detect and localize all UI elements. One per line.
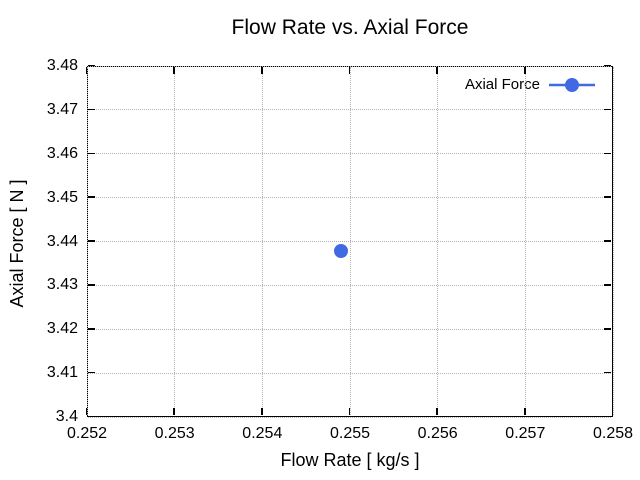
x-tick-mark-bottom [85, 408, 88, 415]
y-tick-mark-right [604, 371, 611, 374]
y-tick-mark-right [604, 240, 611, 242]
legend-marker-icon [549, 77, 595, 92]
x-tick-mark-bottom [261, 408, 263, 415]
plot-area: Axial Force [85, 64, 614, 418]
legend-label: Axial Force [464, 76, 540, 93]
chart-title: Flow Rate vs. Axial Force [231, 16, 469, 39]
x-gridline [612, 67, 614, 415]
x-tick-mark-top [85, 67, 88, 74]
y-gridline [88, 65, 611, 67]
y-tick-mark-left [88, 371, 95, 374]
x-tick-label: 0.254 [242, 425, 283, 442]
x-tick-label: 0.256 [417, 425, 458, 442]
y-tick-mark-left [88, 284, 95, 286]
x-tick-mark-top [611, 67, 614, 74]
x-tick-mark-bottom [173, 408, 175, 415]
y-gridline [88, 241, 611, 242]
x-tick-mark-top [261, 67, 263, 74]
y-tick-mark-right [604, 108, 611, 111]
y-tick-mark-left [88, 152, 95, 154]
y-tick-mark-left [88, 196, 95, 198]
y-tick-label: 3.42 [46, 320, 78, 338]
x-tick-mark-bottom [611, 408, 614, 415]
y-tick-mark-left [88, 108, 95, 111]
y-gridline [88, 197, 611, 199]
x-tick-mark-top [436, 67, 438, 74]
y-gridline [88, 372, 611, 374]
x-tick-mark-top [524, 67, 526, 74]
y-tick-label: 3.47 [46, 100, 78, 118]
y-tick-mark-left [88, 415, 95, 418]
x-tick-label: 0.252 [66, 425, 108, 442]
y-tick-label: 3.43 [46, 276, 78, 294]
x-tick-mark-bottom [436, 408, 438, 415]
y-gridline [88, 328, 611, 330]
y-tick-mark-left [88, 240, 95, 242]
y-gridline [88, 109, 611, 111]
y-gridline [88, 153, 611, 155]
x-tick-label: 0.257 [505, 425, 546, 442]
y-tick-mark-right [604, 284, 611, 286]
y-tick-mark-right [604, 328, 611, 330]
y-tick-label: 3.41 [46, 364, 78, 382]
y-tick-label: 3.4 [55, 408, 78, 425]
y-tick-label: 3.46 [46, 144, 78, 162]
legend: Axial Force [465, 76, 595, 93]
x-tick-label: 0.253 [154, 425, 195, 442]
x-gridline [86, 67, 88, 415]
data-point [333, 243, 348, 258]
x-tick-label: 0.258 [592, 425, 634, 442]
y-tick-mark-left [88, 64, 95, 67]
x-tick-mark-top [173, 67, 175, 74]
y-tick-mark-right [604, 152, 611, 154]
x-tick-label: 0.255 [329, 425, 371, 442]
y-tick-label: 3.44 [46, 232, 78, 250]
y-tick-label: 3.45 [46, 188, 78, 206]
y-gridline [88, 284, 611, 286]
y-tick-mark-right [604, 415, 611, 418]
y-gridline [88, 416, 611, 418]
y-tick-label: 3.48 [46, 57, 78, 74]
x-axis-label: Flow Rate [ kg/s ] [280, 450, 420, 470]
y-tick-mark-right [604, 64, 611, 67]
x-tick-mark-bottom [348, 408, 351, 415]
y-tick-mark-right [604, 196, 611, 198]
y-tick-mark-left [88, 328, 95, 330]
x-tick-mark-top [348, 67, 351, 74]
x-tick-mark-bottom [524, 408, 526, 415]
